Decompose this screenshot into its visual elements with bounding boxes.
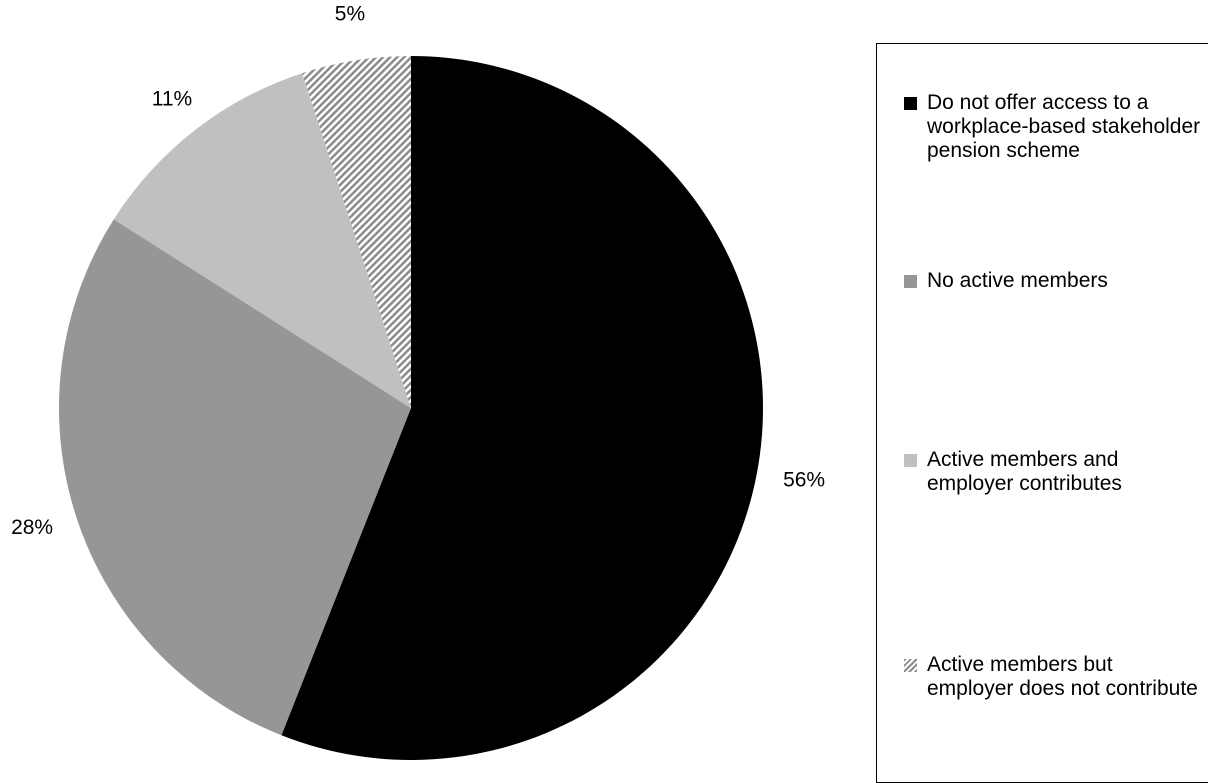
legend-label: Do not offer access to a workplace-based… xyxy=(927,91,1201,162)
legend-swatch xyxy=(904,454,917,467)
pie-slice xyxy=(281,56,763,760)
legend-label: No active members xyxy=(927,269,1108,292)
legend-item: No active members xyxy=(904,269,1204,293)
data-label: 56% xyxy=(783,469,825,492)
pie-slice xyxy=(302,56,411,408)
legend-label: Active members and employer contributes xyxy=(927,448,1122,495)
legend-item: Do not offer access to a workplace-based… xyxy=(904,91,1204,163)
legend-item: Active members and employer contributes xyxy=(904,448,1204,496)
legend-swatch xyxy=(904,97,917,110)
legend-swatch xyxy=(904,659,917,672)
legend-swatch xyxy=(904,275,917,288)
pie-slice xyxy=(113,73,411,409)
chart-legend: Do not offer access to a workplace-based… xyxy=(876,43,1208,783)
data-label: 11% xyxy=(152,87,192,110)
data-label: 28% xyxy=(11,516,53,539)
pie-slice xyxy=(59,219,411,736)
pie-chart: 56% 28% 11% 5% xyxy=(11,2,825,760)
data-label: 5% xyxy=(335,2,365,25)
legend-label: Active members but employer does not con… xyxy=(927,653,1198,700)
legend-item: Active members but employer does not con… xyxy=(904,653,1204,701)
